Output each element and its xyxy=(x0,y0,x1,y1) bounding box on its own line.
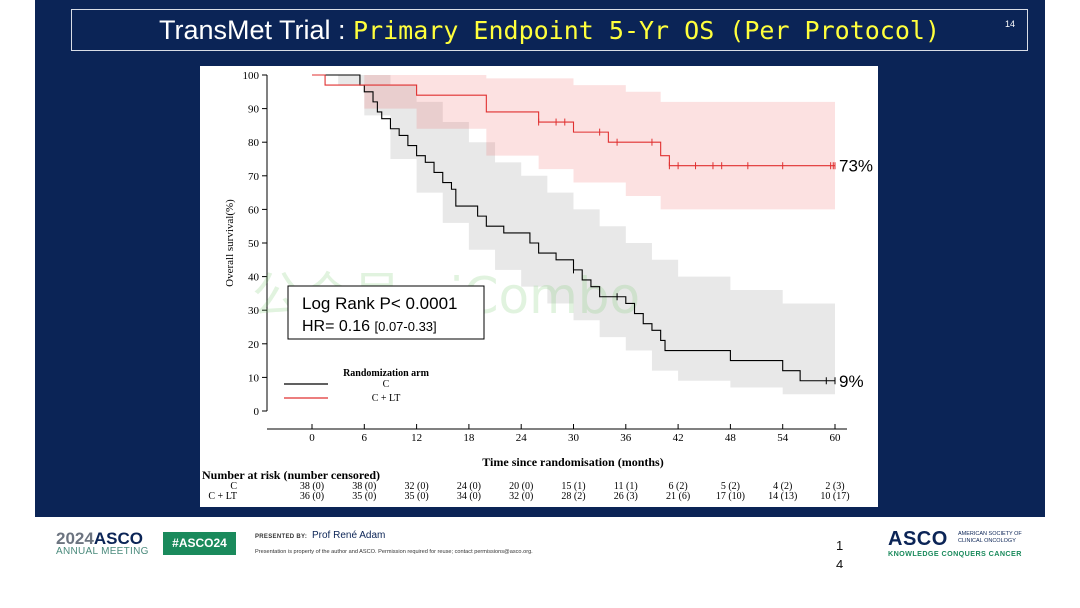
km-chart: 0 10 20 30 40 50 60 70 80 90 100 0 6 12 18 24 30 36 42 48 54… xyxy=(202,70,873,502)
footer-disclaimer: Presentation is property of the author a… xyxy=(255,549,533,555)
risk-cell: 32 (0) xyxy=(509,491,533,502)
legend-label-c-lt: C + LT xyxy=(372,393,401,404)
risk-cell: 4 (2) xyxy=(773,481,792,492)
title-prefix: TransMet Trial : xyxy=(158,15,354,45)
hazard-ratio-ci: [0.07-0.33] xyxy=(374,319,436,334)
risk-cell: 6 (2) xyxy=(669,481,688,492)
y-tick-label: 50 xyxy=(248,238,260,250)
stats-box xyxy=(287,285,485,340)
risk-cell: 2 (3) xyxy=(825,481,844,492)
y-tick-label: 100 xyxy=(243,70,260,82)
hashtag-badge: #ASCO24 xyxy=(163,532,236,555)
y-tick-label: 60 xyxy=(248,204,260,216)
risk-cell: 26 (3) xyxy=(614,491,638,502)
legend-title: Randomization arm xyxy=(343,368,430,379)
ci-band-c-lt xyxy=(312,75,835,210)
risk-cell: 38 (0) xyxy=(352,481,376,492)
hazard-ratio-text: HR= 0.16 [0.07-0.33] xyxy=(302,318,437,335)
risk-cell: 5 (2) xyxy=(721,481,740,492)
ci-band-c xyxy=(312,75,835,401)
x-tick-label: 36 xyxy=(620,432,632,444)
footer-year: 2024 xyxy=(56,529,94,548)
x-tick-label: 48 xyxy=(725,432,737,444)
footer-asco-annual-logo: 2024ASCO xyxy=(56,529,143,549)
y-tick-label: 40 xyxy=(248,272,260,284)
presenter-name: Prof René Adam xyxy=(312,530,386,541)
legend-label-c: C xyxy=(383,379,390,390)
x-tick-label: 42 xyxy=(673,432,684,444)
x-tick-label: 18 xyxy=(463,432,475,444)
x-tick-label: 0 xyxy=(309,432,315,444)
end-label-c: 9% xyxy=(839,372,864,391)
y-tick-label: 0 xyxy=(254,406,260,418)
logrank-text: Log Rank P< 0.0001 xyxy=(302,294,457,313)
risk-cell: 35 (0) xyxy=(352,491,376,502)
risk-row-label: C xyxy=(230,481,237,492)
end-label-c-lt: 73% xyxy=(839,157,873,176)
footer-meeting: ANNUAL MEETING xyxy=(56,546,149,557)
risk-cell: 36 (0) xyxy=(300,491,324,502)
title-main: Primary Endpoint 5-Yr OS (Per Protocol) xyxy=(353,16,941,45)
footer-brand: ASCO xyxy=(93,529,143,548)
asco-tagline: KNOWLEDGE CONQUERS CANCER xyxy=(888,549,1022,558)
y-tick-label: 80 xyxy=(248,137,260,149)
y-tick-label: 70 xyxy=(248,171,260,183)
risk-cell: 10 (17) xyxy=(820,491,849,502)
page-number-digit-1: 1 xyxy=(836,538,844,553)
asco-logo: ASCO xyxy=(888,528,948,550)
y-tick-label: 20 xyxy=(248,339,260,351)
x-tick-label: 6 xyxy=(362,432,368,444)
risk-table-title: Number at risk (number censored) xyxy=(202,468,380,482)
slide-number: 14 xyxy=(1005,19,1016,29)
y-tick-label: 10 xyxy=(248,372,260,384)
risk-cell: 32 (0) xyxy=(405,481,429,492)
slide-title: TransMet Trial : Primary Endpoint 5-Yr O… xyxy=(72,10,1027,50)
x-tick-label: 54 xyxy=(777,432,789,444)
risk-cell: 14 (13) xyxy=(768,491,797,502)
y-axis-label: Overall survival(%) xyxy=(224,199,236,287)
y-tick-label: 90 xyxy=(248,104,260,116)
y-tick-label: 30 xyxy=(248,305,260,317)
page-number-digit-2: 4 xyxy=(836,557,844,568)
risk-cell: 17 (10) xyxy=(716,491,745,502)
risk-cell: 11 (1) xyxy=(614,481,638,492)
title-box: TransMet Trial : Primary Endpoint 5-Yr O… xyxy=(71,9,1028,51)
x-axis-label: Time since randomisation (months) xyxy=(482,455,663,469)
risk-cell: 38 (0) xyxy=(300,481,324,492)
km-chart-panel: 0 10 20 30 40 50 60 70 80 90 100 0 6 12 18 24 30 36 42 48 54… xyxy=(200,66,878,507)
risk-cell: 20 (0) xyxy=(509,481,533,492)
x-tick-label: 30 xyxy=(568,432,580,444)
risk-cell: 34 (0) xyxy=(457,491,481,502)
x-tick-label: 12 xyxy=(411,432,422,444)
x-tick-label: 24 xyxy=(516,432,528,444)
risk-cell: 21 (6) xyxy=(666,491,690,502)
x-tick-label: 60 xyxy=(830,432,842,444)
risk-cell: 15 (1) xyxy=(561,481,585,492)
survival-curve-c xyxy=(312,74,835,382)
presented-by-label: PRESENTED BY: xyxy=(255,534,308,540)
risk-row-label: C + LT xyxy=(208,491,237,502)
risk-cell: 35 (0) xyxy=(405,491,429,502)
risk-cell: 28 (2) xyxy=(561,491,585,502)
risk-cell: 24 (0) xyxy=(457,481,481,492)
asco-society-name: AMERICAN SOCIETY OF CLINICAL ONCOLOGY xyxy=(958,531,1022,544)
